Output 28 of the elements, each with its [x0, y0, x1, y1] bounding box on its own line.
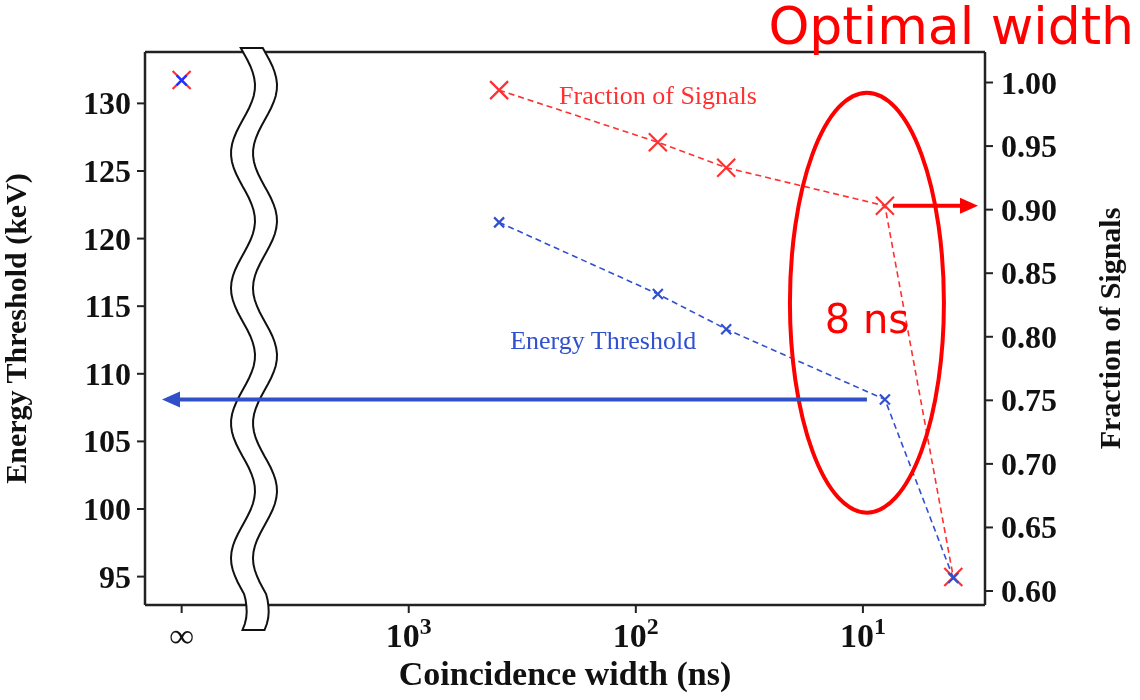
- x-tick-label: 10$^{2}$: [612, 613, 659, 654]
- series-label: Energy Threshold: [510, 326, 697, 356]
- y-tick-label: 115: [84, 288, 131, 325]
- y-tick-label: 120: [83, 220, 131, 257]
- y-axis-title: Energy Threshold (keV): [0, 173, 33, 484]
- series-label: Fraction of Signals: [559, 81, 757, 111]
- y2-tick-label: 0.90: [1001, 191, 1057, 228]
- y2-axis-title: Fraction of Signals: [1093, 207, 1126, 450]
- y-tick-label: 125: [83, 152, 131, 189]
- y2-tick-label: 1.00: [1001, 64, 1057, 101]
- x-tick-label: 10$^{1}$: [839, 613, 886, 654]
- y2-tick-label: 0.95: [1001, 128, 1057, 165]
- chart-title: Optimal width: [768, 0, 1134, 56]
- y-tick-label: 130: [83, 85, 131, 122]
- y2-tick-label: 0.75: [1001, 382, 1057, 419]
- y2-tick-label: 0.60: [1001, 573, 1057, 610]
- y-tick-label: 110: [84, 355, 131, 392]
- y-tick-label: 95: [99, 558, 131, 595]
- y2-tick-label: 0.80: [1001, 318, 1057, 355]
- x-tick-label: ∞: [169, 617, 194, 654]
- y2-tick-label: 0.65: [1001, 509, 1057, 546]
- x-axis-title: Coincidence width (ns): [398, 655, 732, 693]
- y2-tick-label: 0.85: [1001, 255, 1057, 292]
- y-tick-label: 105: [83, 423, 131, 460]
- y-tick-label: 100: [83, 491, 131, 527]
- annotation: 8 ns: [824, 295, 910, 342]
- x-tick-label: 10$^{3}$: [385, 613, 432, 654]
- y2-tick-label: 0.70: [1001, 445, 1057, 482]
